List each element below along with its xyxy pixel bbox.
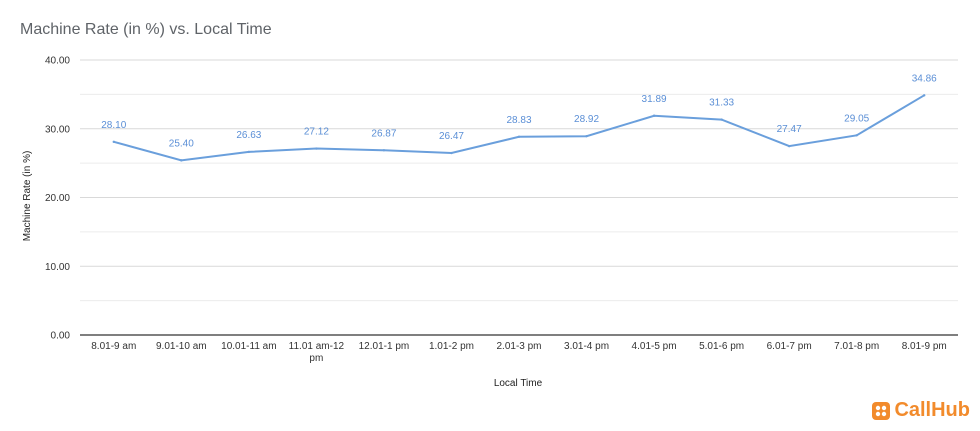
x-tick-label: 8.01-9 am — [91, 341, 136, 352]
data-point — [112, 140, 115, 144]
data-point — [315, 147, 318, 150]
data-point — [923, 94, 926, 97]
gridlines — [80, 59, 958, 336]
data-label: 27.12 — [304, 127, 329, 138]
data-label: 28.92 — [574, 114, 599, 125]
data-labels: 28.10 25.40 26.63 27.12 26.87 26.47 28.83 28.92… — [101, 73, 937, 162]
x-tick-label: 6.01-7 pm — [767, 341, 812, 352]
x-tick-label: 1.01-2 pm — [429, 341, 474, 352]
data-point — [517, 135, 521, 138]
data-label: 31.33 — [709, 98, 734, 109]
y-axis-title: Machine Rate (in %) — [22, 151, 33, 242]
x-tick-label: 9.01-10 am — [156, 341, 207, 352]
data-point — [720, 118, 723, 121]
y-tick-label: 20.00 — [45, 193, 70, 204]
x-tick-label: 4.01-5 pm — [632, 341, 677, 352]
data-point — [382, 149, 386, 152]
x-tick-label: 8.01-9 pm — [902, 341, 947, 352]
x-tick-label: 7.01-8 pm — [834, 341, 879, 352]
data-label: 26.47 — [439, 131, 464, 142]
data-point — [450, 151, 453, 155]
data-point — [585, 134, 588, 138]
x-tick-label: 11.01 am-12 pm — [289, 341, 345, 364]
data-label: 26.87 — [371, 128, 396, 139]
data-label: 28.83 — [506, 115, 531, 126]
x-axis-ticks: 8.01-9 am 9.01-10 am 10.01-11 am 11.01 am-1… — [91, 341, 946, 364]
x-axis-title: Local Time — [494, 378, 543, 389]
data-label: 29.05 — [844, 113, 869, 124]
data-label: 26.63 — [236, 130, 261, 141]
callhub-logo-icon — [872, 401, 891, 420]
y-tick-label: 40.00 — [45, 56, 70, 67]
x-tick-label: 10.01-11 am — [221, 341, 276, 352]
data-point — [247, 150, 251, 154]
x-tick-label: 2.01-3 pm — [496, 341, 541, 352]
data-point — [180, 159, 183, 162]
x-tick-label: 12.01-1 pm — [359, 341, 410, 352]
chart-title: Machine Rate (in %) vs. Local Time — [20, 21, 272, 38]
data-label: 25.40 — [169, 138, 194, 149]
data-label: 31.89 — [642, 94, 667, 105]
y-axis-ticks: 0.00 10.00 20.00 30.00 40.00 — [45, 56, 70, 342]
data-label: 34.86 — [912, 73, 937, 84]
data-point — [787, 144, 791, 148]
data-label: 27.47 — [777, 124, 802, 135]
brand-name: CallHub — [894, 399, 970, 421]
y-tick-label: 10.00 — [45, 262, 70, 273]
x-tick-label: 3.01-4 pm — [564, 341, 609, 352]
callhub-logo: CallHub — [871, 399, 970, 422]
data-point — [855, 134, 858, 137]
data-point — [652, 114, 656, 117]
data-label: 28.10 — [101, 120, 126, 131]
y-tick-label: 30.00 — [45, 124, 70, 135]
y-tick-label: 0.00 — [51, 331, 71, 342]
series-line — [113, 94, 925, 162]
x-tick-label: 5.01-6 pm — [699, 341, 744, 352]
